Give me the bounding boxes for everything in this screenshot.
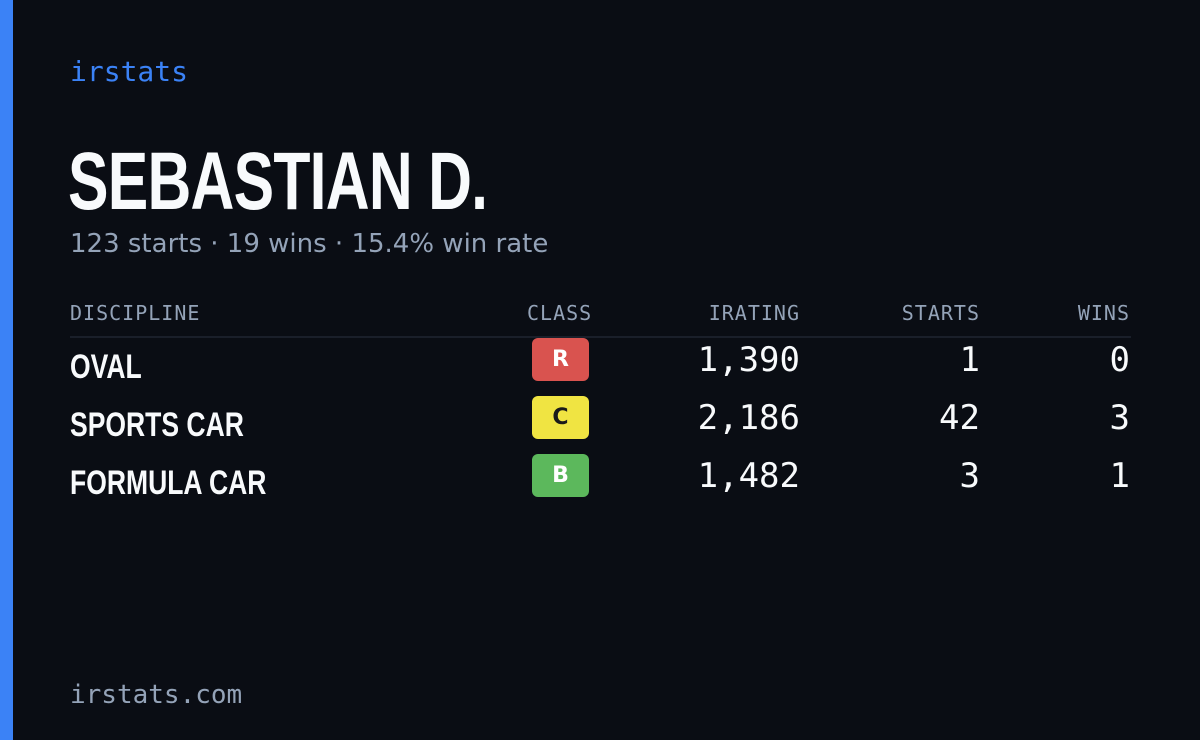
starts-value: 1 bbox=[959, 340, 980, 380]
discipline-name: SPORTS CAR bbox=[70, 406, 244, 444]
table-header: DISCIPLINE CLASS IRATING STARTS WINS bbox=[70, 298, 1131, 338]
discipline-name: FORMULA CAR bbox=[70, 464, 267, 502]
header-irating: IRATING bbox=[708, 301, 800, 325]
wins-value: 1 bbox=[1109, 456, 1130, 496]
header-class: CLASS bbox=[527, 301, 593, 325]
header-discipline: DISCIPLINE bbox=[70, 301, 201, 325]
stats-table: DISCIPLINE CLASS IRATING STARTS WINS OVA… bbox=[70, 298, 1131, 512]
discipline-name: OVAL bbox=[70, 348, 142, 386]
class-badge: R bbox=[532, 338, 589, 381]
starts-value: 42 bbox=[939, 398, 980, 438]
accent-bar bbox=[0, 0, 13, 740]
class-badge: B bbox=[532, 454, 589, 497]
irating-value: 1,390 bbox=[697, 340, 800, 380]
irating-value: 2,186 bbox=[697, 398, 800, 438]
header-wins: WINS bbox=[1077, 301, 1130, 325]
table-row: OVAL R 1,390 1 0 bbox=[70, 338, 1131, 396]
irating-value: 1,482 bbox=[697, 456, 800, 496]
header-starts: STARTS bbox=[901, 301, 980, 325]
table-row: SPORTS CAR C 2,186 42 3 bbox=[70, 396, 1131, 454]
driver-summary: 123 starts · 19 wins · 15.4% win rate bbox=[70, 229, 549, 259]
wins-value: 3 bbox=[1109, 398, 1130, 438]
table-row: FORMULA CAR B 1,482 3 1 bbox=[70, 454, 1131, 512]
brand-logo: irstats bbox=[70, 55, 189, 88]
class-badge: C bbox=[532, 396, 589, 439]
starts-value: 3 bbox=[959, 456, 980, 496]
driver-name: SEBASTIAN D. bbox=[68, 136, 488, 227]
wins-value: 0 bbox=[1109, 340, 1130, 380]
footer-url: irstats.com bbox=[70, 680, 243, 710]
